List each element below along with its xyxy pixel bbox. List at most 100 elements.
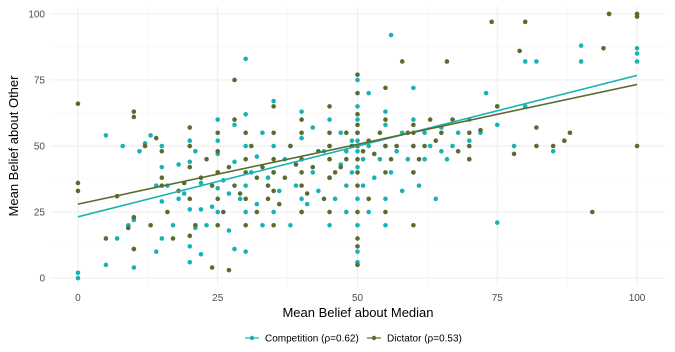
point-competition — [405, 156, 411, 162]
point-dictator — [131, 246, 137, 252]
point-dictator — [232, 183, 237, 188]
point-dictator — [511, 151, 517, 157]
point-dictator — [534, 125, 539, 130]
point-dictator — [271, 156, 276, 162]
fit-line-dictator — [77, 83, 638, 205]
point-dictator — [159, 148, 165, 154]
point-competition — [411, 85, 416, 91]
point-dictator — [265, 196, 271, 202]
point-competition — [383, 122, 388, 128]
point-competition — [338, 130, 344, 136]
point-dictator — [388, 156, 394, 162]
point-dictator — [125, 225, 131, 231]
point-dictator — [366, 196, 371, 202]
point-dictator — [75, 188, 81, 194]
point-competition — [209, 204, 215, 210]
point-dictator — [355, 130, 360, 136]
point-dictator — [226, 164, 232, 170]
point-dictator — [489, 19, 494, 25]
point-competition — [187, 244, 193, 249]
point-competition — [288, 222, 293, 228]
point-dictator — [271, 130, 276, 136]
legend: Competition (ρ=0.62) Dictator (ρ=0.53) — [245, 334, 462, 345]
point-dictator — [265, 183, 271, 188]
point-competition — [254, 201, 260, 207]
point-dictator — [478, 127, 483, 133]
point-competition — [439, 148, 444, 154]
legend-item-dictator: Dictator (ρ=0.53) — [367, 334, 462, 345]
point-dictator — [299, 170, 304, 175]
point-dictator — [467, 130, 472, 136]
point-competition — [634, 51, 640, 56]
point-competition — [260, 222, 265, 228]
point-competition — [366, 143, 371, 149]
point-dictator — [254, 209, 260, 215]
point-competition — [355, 249, 360, 254]
point-competition — [137, 148, 142, 154]
point-dictator — [187, 196, 193, 202]
point-dictator — [383, 170, 388, 175]
point-competition — [226, 191, 232, 196]
point-competition — [355, 104, 360, 109]
point-competition — [103, 133, 109, 138]
point-dictator — [187, 125, 193, 130]
point-dictator — [444, 59, 450, 64]
point-dictator — [232, 77, 237, 83]
point-dictator — [327, 156, 332, 162]
legend-key-dot-competition — [249, 335, 255, 341]
point-competition — [232, 122, 237, 128]
point-competition — [450, 143, 455, 149]
point-dictator — [103, 236, 109, 241]
point-competition — [170, 222, 176, 228]
point-competition — [237, 196, 243, 202]
point-dictator — [411, 143, 416, 149]
point-dictator — [299, 209, 304, 215]
point-competition — [114, 236, 120, 241]
point-dictator — [394, 143, 399, 149]
point-dictator — [332, 170, 338, 175]
point-competition — [483, 90, 489, 96]
point-dictator — [215, 130, 221, 136]
point-dictator — [634, 14, 640, 19]
point-competition — [388, 32, 394, 38]
point-dictator — [260, 164, 265, 170]
point-competition — [232, 246, 237, 252]
point-competition — [148, 133, 153, 138]
point-dictator — [165, 209, 170, 215]
point-dictator — [455, 148, 461, 154]
point-dictator — [590, 209, 595, 215]
point-dictator — [282, 175, 288, 180]
point-competition — [120, 143, 125, 149]
point-competition — [187, 259, 193, 265]
x-tick-label-25: 25 — [212, 293, 224, 304]
point-competition — [299, 109, 304, 114]
point-competition — [344, 148, 349, 154]
point-competition — [159, 236, 165, 241]
point-dictator — [606, 11, 612, 17]
point-dictator — [371, 151, 377, 157]
point-competition — [634, 45, 640, 51]
y-axis-title: Mean Belief about Other — [6, 75, 21, 217]
point-competition — [355, 222, 360, 228]
point-dictator — [411, 122, 416, 128]
point-dictator — [243, 196, 248, 202]
point-dictator — [327, 209, 332, 215]
point-dictator — [355, 156, 360, 162]
point-competition — [522, 59, 528, 64]
point-dictator — [355, 122, 360, 128]
point-competition — [411, 117, 416, 122]
point-competition — [422, 156, 427, 162]
point-competition — [187, 207, 193, 212]
point-competition — [427, 143, 433, 149]
point-dictator — [550, 143, 556, 149]
point-dictator — [360, 148, 366, 154]
point-dictator — [383, 85, 388, 91]
point-competition — [243, 56, 248, 62]
point-dictator — [299, 117, 304, 122]
x-axis-tick-labels: 0 25 50 75 100 — [75, 293, 646, 304]
point-competition — [371, 175, 377, 180]
point-competition — [394, 148, 399, 154]
point-competition — [187, 138, 193, 144]
x-tick-label-0: 0 — [75, 293, 81, 304]
